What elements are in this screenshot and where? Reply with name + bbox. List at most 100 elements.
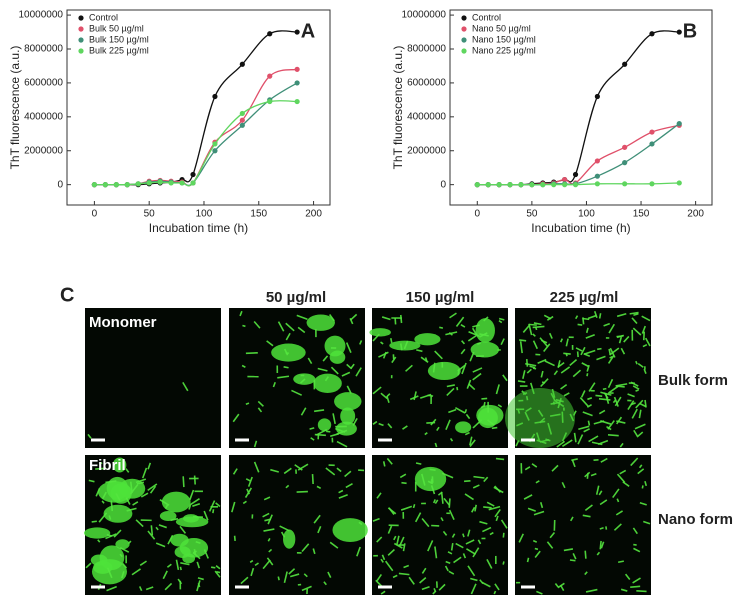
fibril <box>641 485 644 489</box>
fibril <box>119 547 130 553</box>
fibril <box>323 581 327 586</box>
fibril <box>638 409 642 419</box>
fibril <box>387 423 393 429</box>
row-label: Bulk form <box>658 372 728 389</box>
fibril <box>349 313 358 321</box>
fibril <box>270 468 279 473</box>
fibril-cluster <box>389 340 421 351</box>
data-point <box>649 141 655 147</box>
fibril <box>263 528 275 532</box>
legend-label: Nano 50 µg/ml <box>472 23 531 33</box>
fibril <box>344 470 352 478</box>
data-point <box>267 73 273 79</box>
x-axis-label: Incubation time (h) <box>149 221 248 235</box>
fibril <box>629 311 639 315</box>
fibril <box>623 335 630 343</box>
fibril <box>245 351 258 355</box>
fibril <box>455 316 465 328</box>
fibril <box>192 552 201 560</box>
fibril <box>277 375 290 379</box>
fibril <box>585 327 589 334</box>
fibril <box>599 526 604 530</box>
fibril <box>539 337 549 348</box>
fibril <box>572 369 582 378</box>
fibril <box>195 541 201 545</box>
fibril <box>455 542 464 549</box>
fibril <box>378 351 389 358</box>
fibril <box>607 354 615 364</box>
fibril <box>95 488 101 497</box>
fibril <box>619 469 627 475</box>
fibril <box>580 346 586 356</box>
fibril <box>387 548 395 556</box>
fibril <box>309 427 315 430</box>
fibril <box>522 370 526 380</box>
data-point <box>267 98 273 105</box>
fibril <box>483 506 492 509</box>
fibril <box>210 566 216 569</box>
fibril <box>579 396 589 407</box>
fibril <box>283 366 289 369</box>
data-point <box>594 93 600 100</box>
fibril <box>495 515 499 522</box>
data-point <box>594 173 600 179</box>
fibril <box>616 498 620 503</box>
data-point <box>649 129 655 135</box>
fibril <box>197 577 204 581</box>
fibril <box>232 413 240 423</box>
fibril <box>638 464 643 469</box>
data-point <box>239 117 245 123</box>
x-tick-label: 50 <box>144 209 156 220</box>
fibril <box>434 499 439 504</box>
fibril <box>495 457 505 461</box>
fibril <box>328 314 335 322</box>
fibril <box>449 312 457 319</box>
fibril <box>416 349 423 353</box>
fibril <box>300 407 307 416</box>
fibril <box>122 562 128 569</box>
y-tick-label: 0 <box>57 179 63 190</box>
data-point <box>562 182 568 188</box>
fibril <box>553 370 559 376</box>
fibril <box>540 370 544 378</box>
fibril <box>215 565 221 570</box>
fibril <box>584 550 587 559</box>
fibril <box>158 524 167 529</box>
fibril <box>526 368 532 374</box>
fibril <box>392 574 398 579</box>
control-label: Fibril <box>89 457 126 474</box>
fibril <box>391 356 397 364</box>
fibril <box>577 434 584 445</box>
fibril <box>135 519 144 528</box>
fibril <box>182 476 185 488</box>
fibril <box>600 420 612 425</box>
fibril <box>297 463 309 471</box>
fibril <box>440 517 444 522</box>
fibril <box>549 531 556 539</box>
data-point <box>294 29 300 35</box>
fibril <box>313 514 321 524</box>
fibril <box>445 419 451 430</box>
fibril <box>393 535 397 541</box>
x-tick-label: 100 <box>196 209 213 220</box>
data-point <box>572 182 579 188</box>
fibril <box>587 397 593 401</box>
fibril <box>386 393 391 397</box>
fibril-cluster <box>115 539 130 550</box>
data-point <box>190 171 196 178</box>
fibril <box>565 338 569 347</box>
fibril <box>587 314 597 320</box>
fibril <box>600 391 612 396</box>
fibril <box>408 576 415 585</box>
data-point <box>649 181 655 187</box>
fibril <box>231 501 236 513</box>
fibril <box>432 362 436 373</box>
fibril <box>121 571 125 579</box>
fibril <box>380 590 386 595</box>
fibril <box>482 526 492 533</box>
fibril <box>193 475 196 485</box>
fibril <box>145 586 154 591</box>
fibril <box>413 391 417 401</box>
fibril <box>412 504 416 509</box>
data-point <box>507 182 513 188</box>
